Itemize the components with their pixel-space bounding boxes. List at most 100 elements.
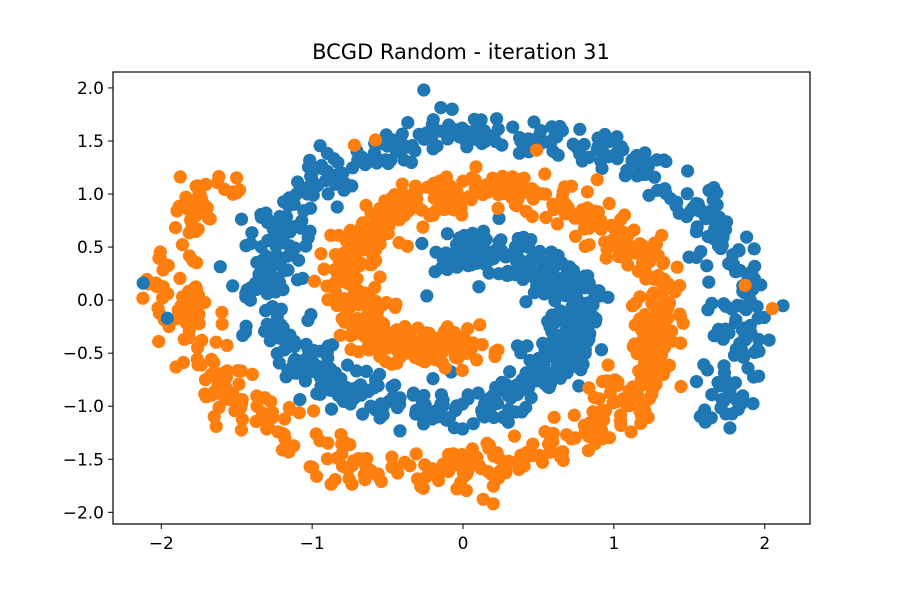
orange-point — [567, 408, 581, 422]
blue-point — [530, 358, 544, 372]
blue-point — [330, 200, 344, 214]
orange-point — [473, 318, 487, 332]
orange-point — [438, 361, 452, 375]
orange-point — [186, 254, 200, 268]
blue-point — [680, 187, 694, 201]
x-tick-label: −2 — [149, 534, 174, 554]
plot-points — [136, 83, 790, 511]
blue-point — [291, 175, 305, 189]
blue-point — [725, 407, 739, 421]
blue-point — [711, 226, 725, 240]
blue-point — [401, 116, 415, 130]
orange-point — [232, 394, 246, 408]
blue-point — [527, 374, 541, 388]
blue-point — [329, 175, 343, 189]
blue-point — [672, 206, 686, 220]
orange-point — [173, 170, 187, 184]
orange-point — [369, 254, 383, 268]
blue-point — [244, 236, 258, 251]
orange-point — [250, 399, 264, 413]
orange-point — [330, 451, 344, 465]
orange-point — [665, 324, 679, 338]
orange-point — [368, 280, 382, 295]
blue-point — [343, 397, 357, 411]
y-tick-label: 1.5 — [77, 132, 104, 152]
orange-point — [209, 335, 223, 349]
orange-point — [657, 272, 671, 286]
y-tick-label: 0.0 — [77, 291, 104, 311]
orange-point — [388, 188, 402, 202]
orange-point — [411, 321, 425, 335]
orange-point — [177, 332, 191, 346]
blue-point — [591, 131, 605, 145]
blue-point — [136, 276, 150, 290]
blue-point — [310, 179, 325, 193]
blue-point — [553, 371, 568, 385]
blue-point — [287, 197, 301, 211]
blue-point — [440, 227, 454, 241]
blue-point — [359, 364, 373, 378]
orange-point — [599, 251, 613, 265]
blue-point — [540, 342, 554, 356]
blue-point — [324, 402, 339, 416]
blue-point — [712, 322, 726, 336]
orange-point — [153, 251, 167, 266]
orange-point — [358, 473, 372, 487]
blue-point — [321, 187, 335, 201]
blue-point — [733, 336, 747, 350]
orange-point — [643, 344, 657, 358]
orange-point — [189, 224, 203, 238]
blue-point — [670, 195, 684, 209]
blue-point — [740, 230, 754, 244]
blue-point — [534, 124, 548, 138]
orange-point — [314, 247, 328, 261]
blue-point — [729, 313, 743, 327]
y-tick-label: 2.0 — [77, 79, 104, 99]
blue-point — [226, 279, 240, 293]
blue-point — [719, 299, 733, 313]
orange-point — [581, 444, 596, 458]
orange-point — [179, 190, 193, 204]
blue-point — [417, 83, 431, 97]
blue-point — [429, 245, 443, 259]
orange-point — [649, 377, 663, 391]
orange-point — [602, 196, 616, 211]
blue-point — [546, 144, 560, 158]
blue-point — [461, 234, 475, 248]
blue-point — [395, 127, 409, 141]
orange-point — [220, 338, 234, 352]
blue-point — [569, 291, 584, 305]
blue-point — [503, 365, 517, 379]
orange-point — [478, 179, 492, 193]
blue-point — [160, 311, 174, 325]
blue-point — [349, 364, 364, 378]
orange-point — [189, 280, 203, 294]
blue-point — [466, 417, 480, 431]
orange-point — [553, 197, 567, 211]
orange-point — [345, 477, 359, 491]
orange-point — [320, 279, 334, 293]
orange-point — [646, 297, 660, 311]
blue-point — [710, 198, 724, 212]
blue-point — [689, 250, 704, 264]
blue-point — [372, 367, 387, 381]
blue-point — [491, 122, 505, 136]
blue-point — [312, 360, 327, 374]
orange-point — [178, 306, 192, 320]
orange-point — [230, 171, 244, 185]
blue-point — [743, 318, 757, 333]
orange-point — [358, 235, 372, 250]
orange-point — [460, 337, 474, 352]
orange-point — [303, 460, 317, 474]
blue-point — [506, 120, 520, 134]
orange-point — [201, 211, 215, 225]
blue-point — [261, 233, 275, 248]
orange-point — [359, 198, 373, 212]
orange-point — [621, 228, 635, 242]
blue-point — [723, 421, 737, 435]
orange-point — [470, 353, 484, 367]
orange-point — [461, 322, 475, 336]
orange-point — [373, 201, 387, 215]
orange-point — [416, 220, 430, 234]
orange-point — [490, 446, 504, 460]
